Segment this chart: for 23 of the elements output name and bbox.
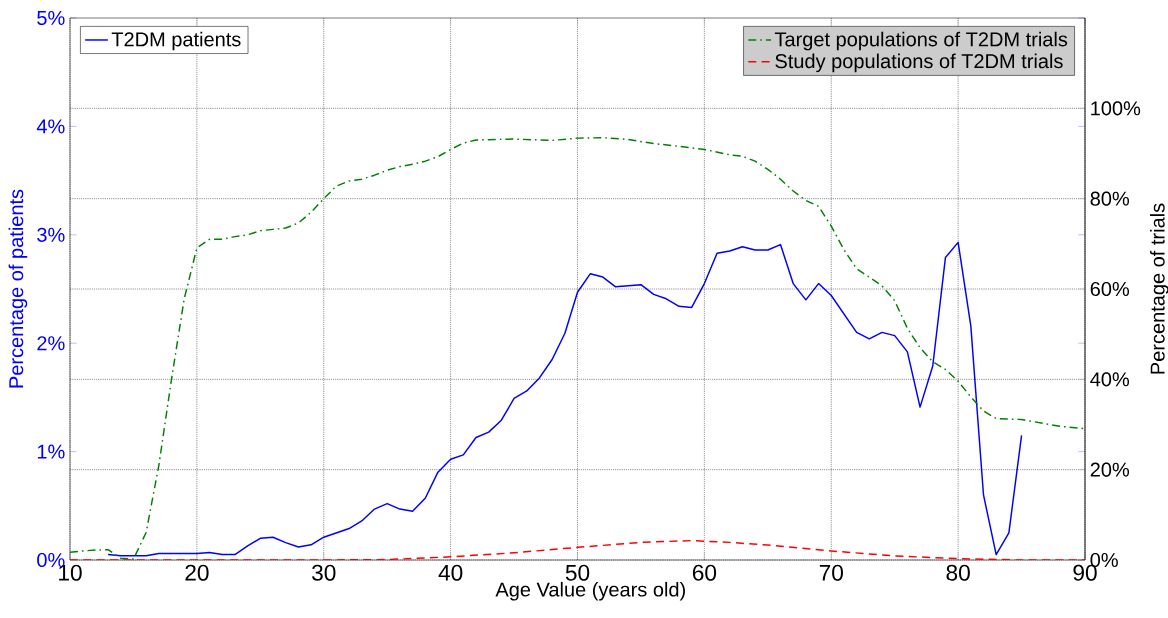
x-tick-label: 20 xyxy=(185,564,209,581)
y-tick-label: 1% xyxy=(37,444,65,459)
x-tick-label: 30 xyxy=(312,564,336,581)
y-tick-label: 2% xyxy=(37,336,65,351)
x-tick-label: 50 xyxy=(565,564,590,581)
y-tick-label: 5% xyxy=(37,10,65,26)
y2-tick-label: 20% xyxy=(1090,462,1130,477)
x-tick-label: 40 xyxy=(438,564,463,581)
x-tick-label: 80 xyxy=(946,564,970,581)
y2-axis-title: Percentage of trials xyxy=(1150,203,1168,374)
y-tick-label: 3% xyxy=(37,227,65,242)
y-axis-title: Percentage of patients xyxy=(8,189,28,388)
y2-tick-label: 100% xyxy=(1091,101,1141,116)
x-tick-label: 70 xyxy=(819,564,843,581)
legend-label: Target populations of T2DM trials xyxy=(774,31,1068,51)
y2-tick-label: 80% xyxy=(1090,191,1130,206)
y2-tick-label: 60% xyxy=(1090,281,1130,297)
legend-label: Study populations of T2DM trials xyxy=(775,53,1063,73)
x-axis-title: Age Value (years old) xyxy=(495,581,685,601)
y2-tick-label: 40% xyxy=(1090,372,1130,387)
legend-label: T2DM patients xyxy=(111,31,241,51)
x-tick-label: 60 xyxy=(692,564,717,581)
y-tick-label: 4% xyxy=(36,119,65,134)
